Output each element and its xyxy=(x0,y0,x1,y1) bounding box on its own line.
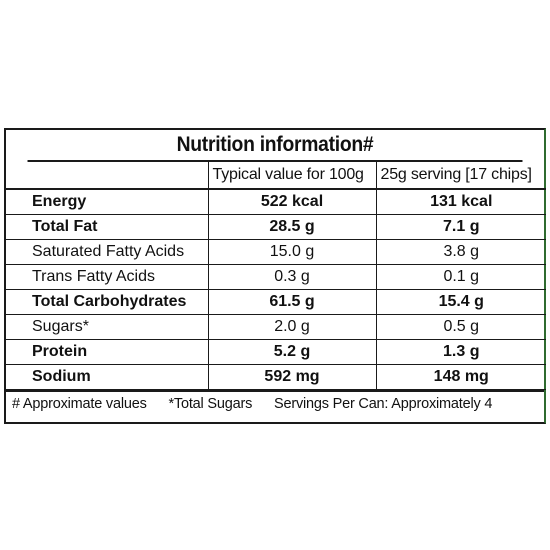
header-per100g: Typical value for 100g xyxy=(207,162,377,190)
footnote-approximate: # Approximate values xyxy=(12,396,147,412)
table-row: Total Carbohydrates 61.5 g 15.4 g xyxy=(6,289,546,315)
value-serving: 15.4 g xyxy=(375,289,546,315)
footnote-total-sugars: *Total Sugars xyxy=(168,396,253,412)
table-row: Sugars* 2.0 g 0.5 g xyxy=(6,314,546,340)
table-row: Protein 5.2 g 1.3 g xyxy=(6,339,546,365)
value-per100g: 0.3 g xyxy=(207,264,377,290)
value-per100g: 5.2 g xyxy=(207,339,377,365)
nutrient-name: Energy xyxy=(6,188,209,215)
value-per100g: 15.0 g xyxy=(207,239,377,265)
nutrient-name: Sugars* xyxy=(6,314,209,340)
value-serving: 1.3 g xyxy=(375,339,546,365)
value-serving: 131 kcal xyxy=(375,188,546,215)
value-serving: 7.1 g xyxy=(375,214,546,240)
nutrition-panel: Nutrition information# Typical value for… xyxy=(4,128,546,424)
table-row: Sodium 592 mg 148 mg xyxy=(6,364,546,390)
table-row: Saturated Fatty Acids 15.0 g 3.8 g xyxy=(6,239,546,265)
header-row: Typical value for 100g 25g serving [17 c… xyxy=(6,162,546,190)
nutrient-name: Trans Fatty Acids xyxy=(6,264,209,290)
value-per100g: 522 kcal xyxy=(207,188,377,215)
nutrient-name: Sodium xyxy=(6,364,209,390)
table-row: Energy 522 kcal 131 kcal xyxy=(6,188,546,215)
nutrient-name: Saturated Fatty Acids xyxy=(6,239,209,265)
header-blank xyxy=(6,162,209,190)
value-per100g: 61.5 g xyxy=(207,289,377,315)
value-per100g: 28.5 g xyxy=(207,214,377,240)
footnote-servings-per-can: Servings Per Can: Approximately 4 xyxy=(273,396,493,412)
nutrition-title: Nutrition information# xyxy=(27,130,523,162)
footer-notes: # Approximate values *Total Sugars Servi… xyxy=(6,390,544,416)
value-serving: 148 mg xyxy=(375,364,546,390)
value-serving: 0.5 g xyxy=(375,314,546,340)
value-serving: 0.1 g xyxy=(375,264,546,290)
nutrient-name: Total Fat xyxy=(6,214,209,240)
nutrient-name: Protein xyxy=(6,339,209,365)
nutrient-name: Total Carbohydrates xyxy=(6,289,209,315)
nutrition-table: Typical value for 100g 25g serving [17 c… xyxy=(6,162,546,390)
header-serving: 25g serving [17 chips] xyxy=(375,162,546,190)
value-serving: 3.8 g xyxy=(375,239,546,265)
value-per100g: 2.0 g xyxy=(207,314,377,340)
table-row: Trans Fatty Acids 0.3 g 0.1 g xyxy=(6,264,546,290)
value-per100g: 592 mg xyxy=(207,364,377,390)
table-row: Total Fat 28.5 g 7.1 g xyxy=(6,214,546,240)
